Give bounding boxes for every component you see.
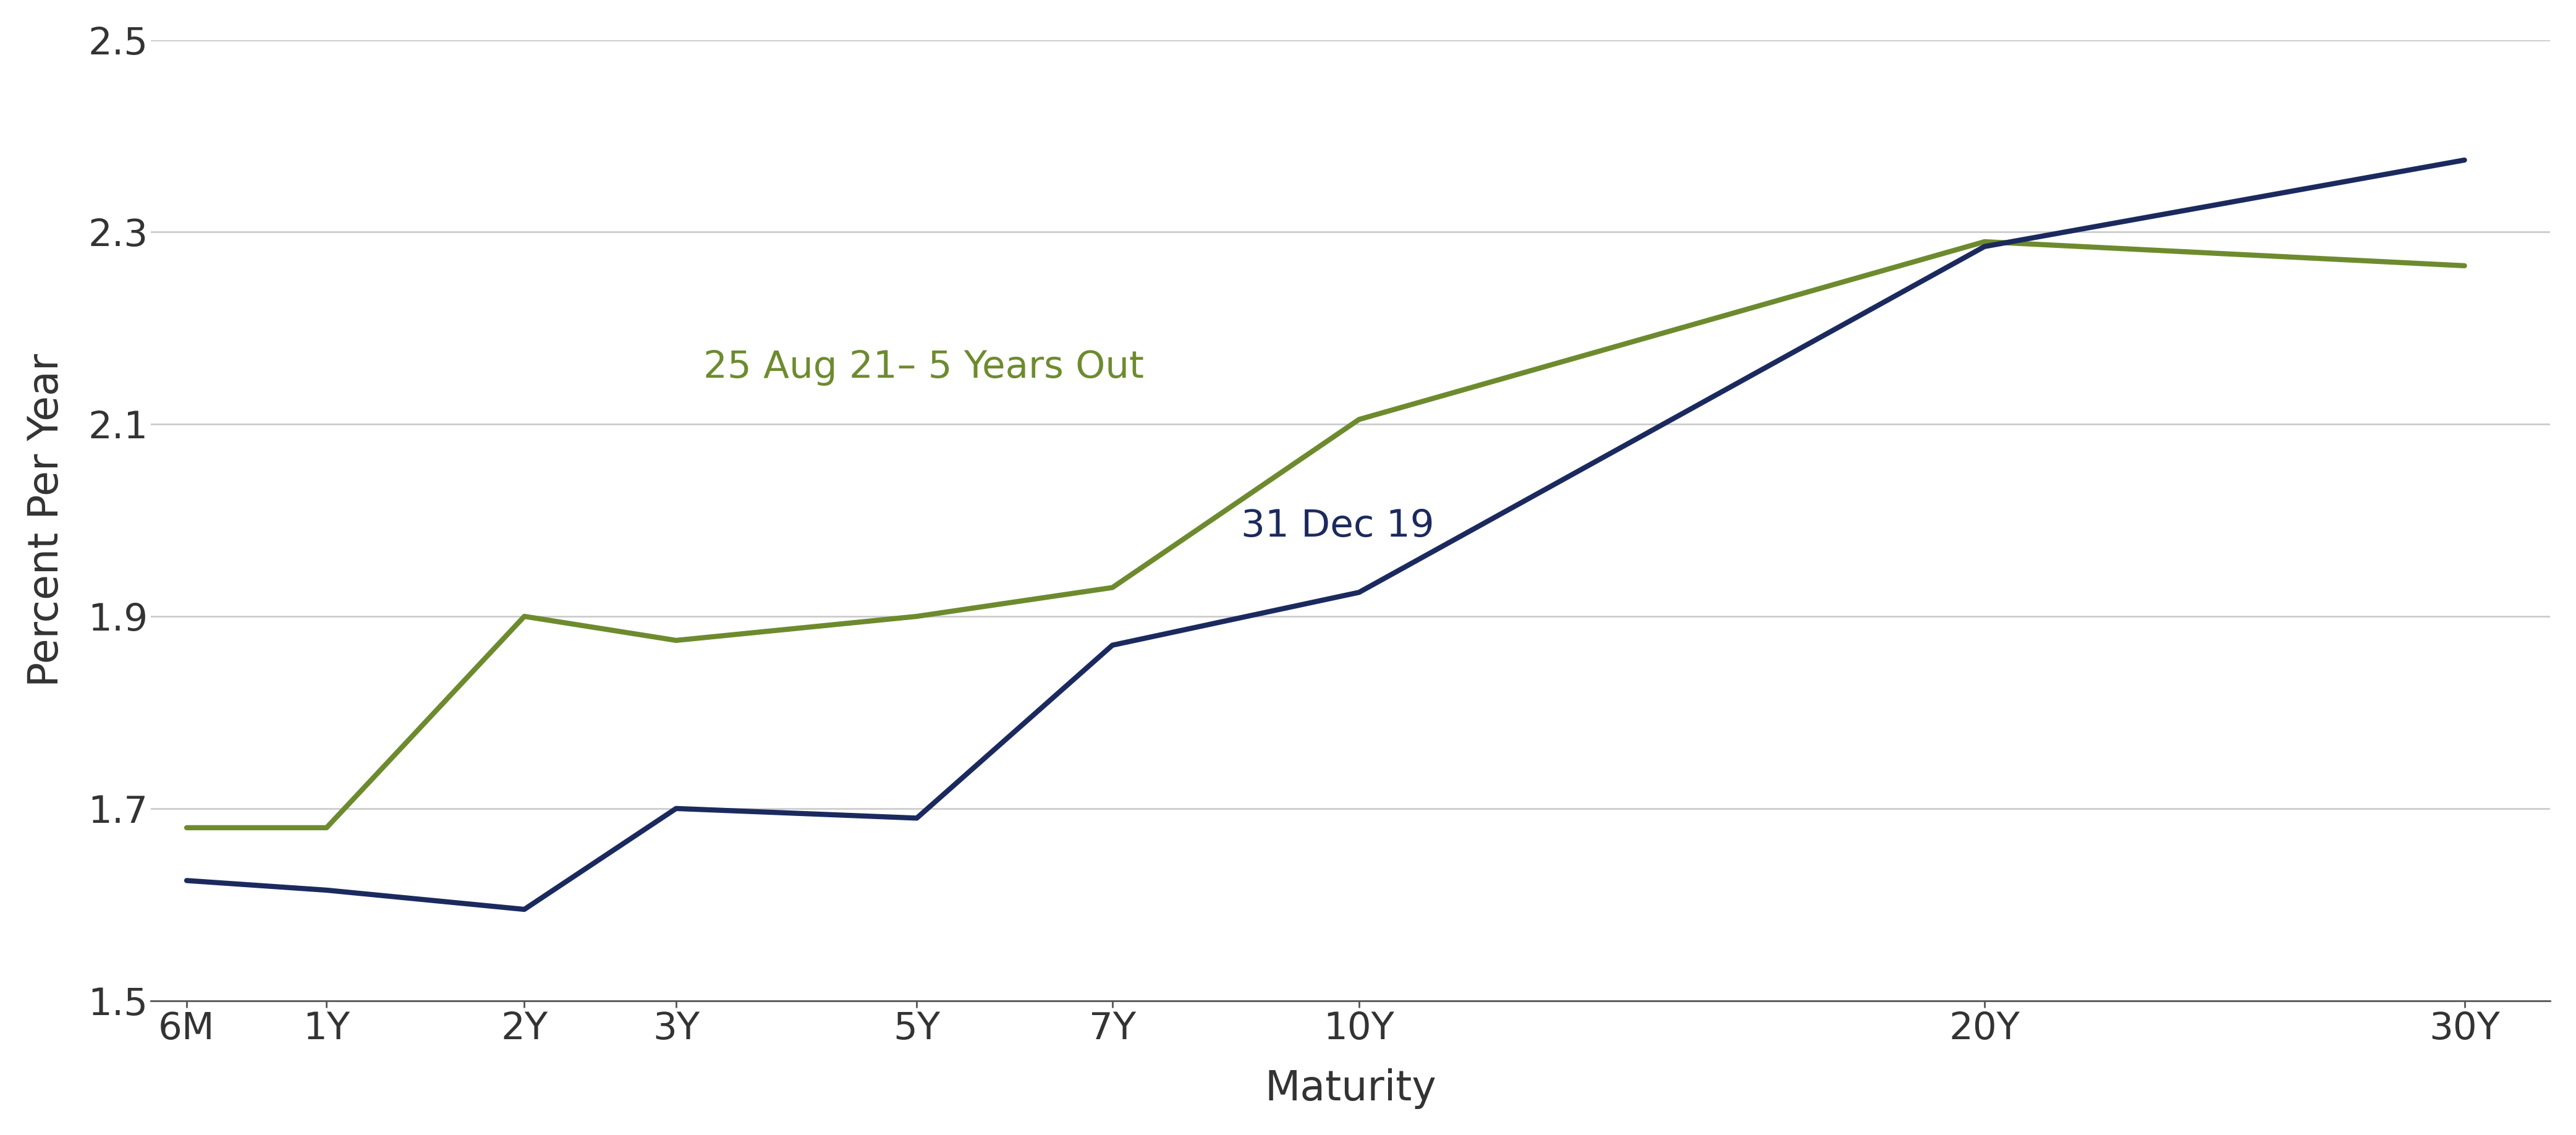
X-axis label: Maturity: Maturity bbox=[1265, 1068, 1437, 1109]
Y-axis label: Percent Per Year: Percent Per Year bbox=[26, 354, 67, 687]
Text: 25 Aug 21– 5 Years Out: 25 Aug 21– 5 Years Out bbox=[703, 350, 1144, 386]
Text: 31 Dec 19: 31 Dec 19 bbox=[1242, 507, 1435, 545]
